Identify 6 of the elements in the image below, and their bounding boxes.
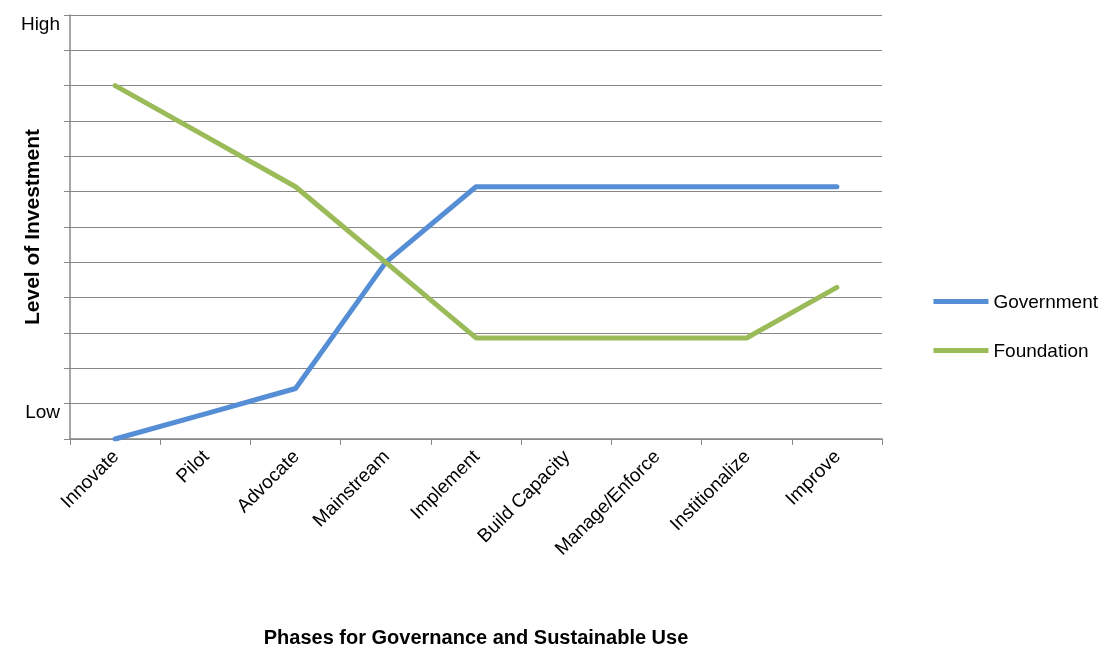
legend-label: Foundation bbox=[993, 340, 1089, 361]
y-axis-title: Level of Investment bbox=[20, 128, 43, 326]
text: Low bbox=[25, 401, 61, 422]
x-axis-title: Phases for Governance and Sustainable Use bbox=[263, 626, 689, 648]
legend-label: Government bbox=[993, 291, 1099, 312]
text: High bbox=[20, 13, 60, 34]
